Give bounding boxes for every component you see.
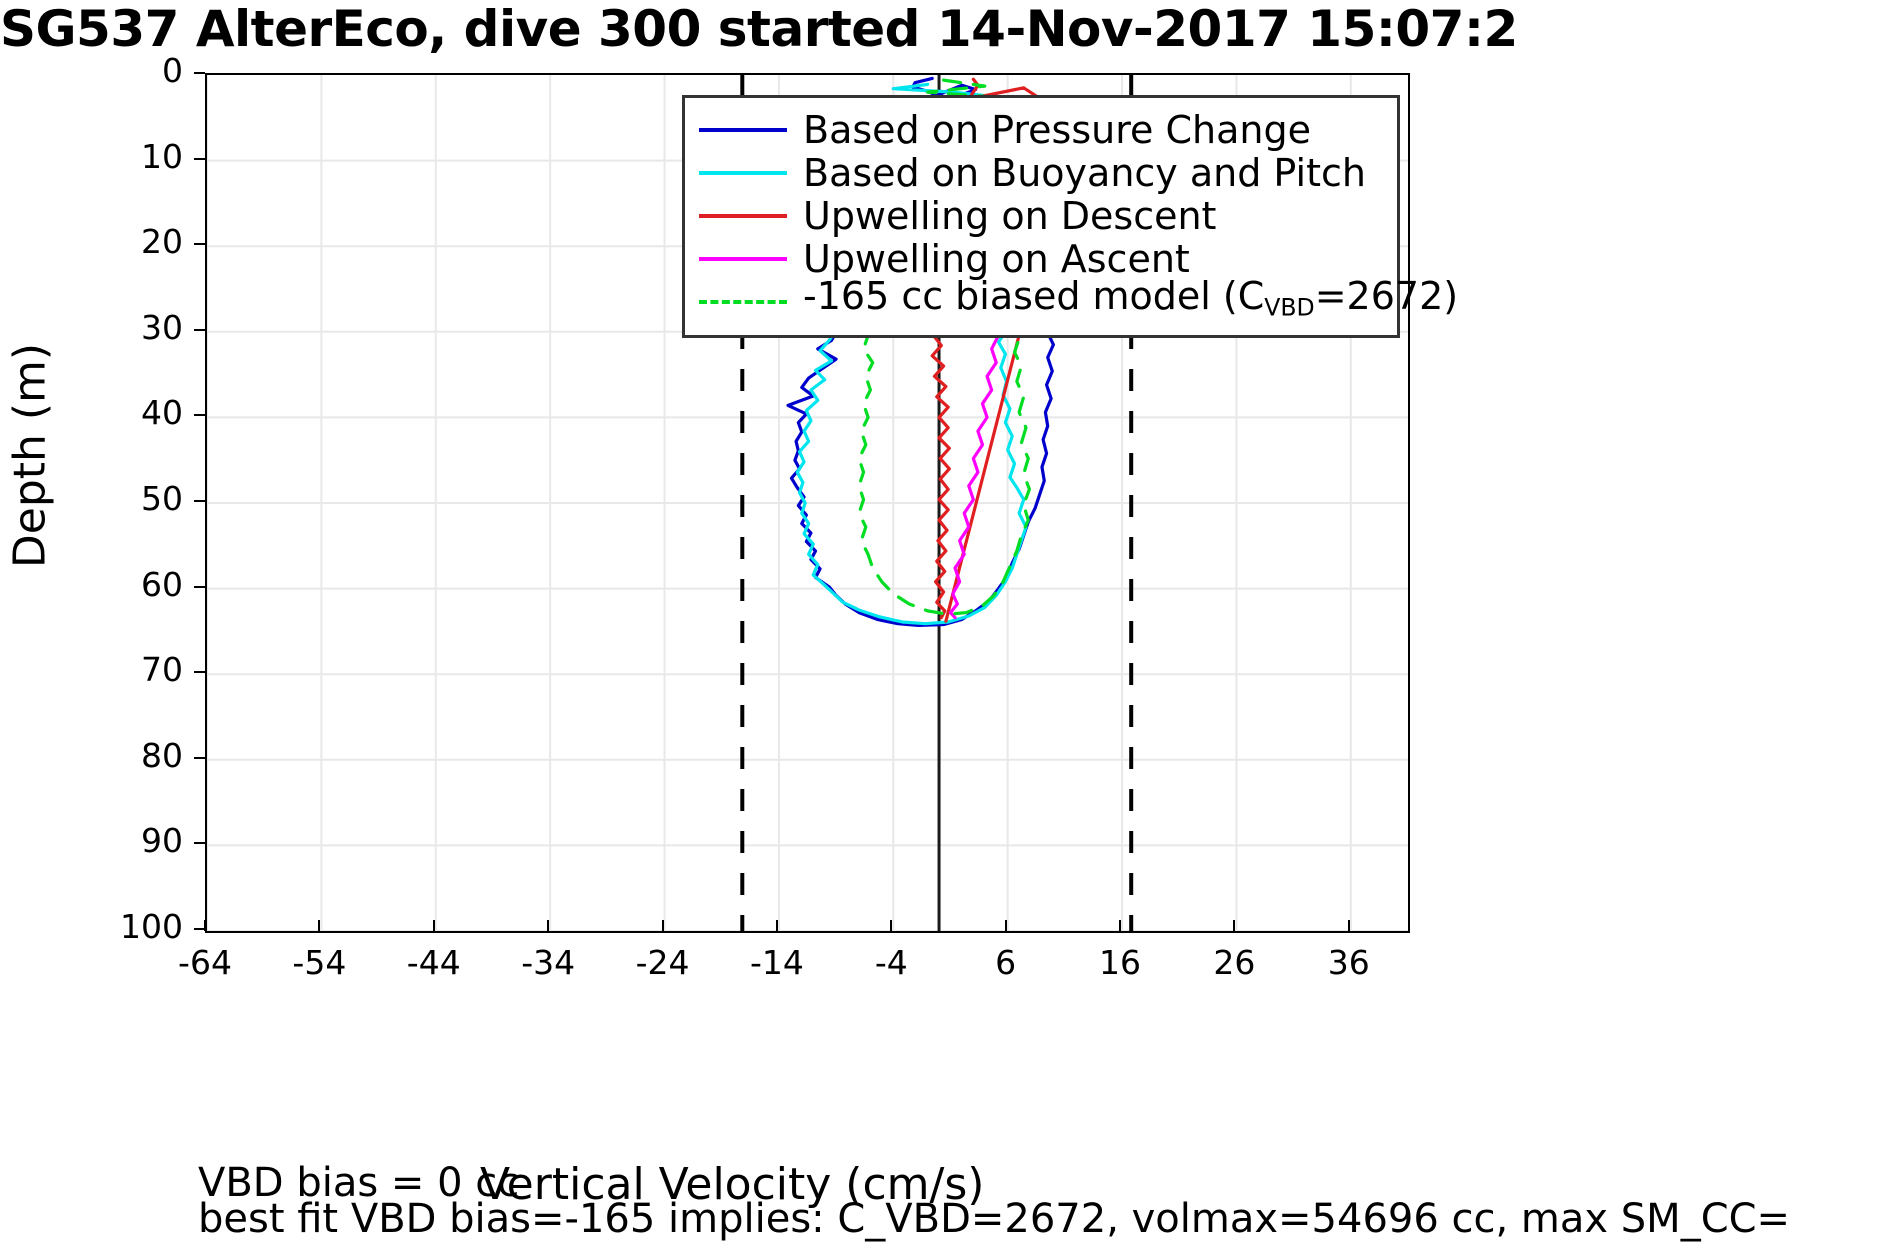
x-tick-mark: [547, 920, 550, 931]
x-tick-mark: [1004, 920, 1007, 931]
x-tick-label: -4: [874, 943, 908, 982]
y-tick-mark: [194, 585, 205, 588]
x-tick-label: -14: [749, 943, 804, 982]
x-tick-label: 6: [995, 943, 1017, 982]
y-tick-mark: [194, 243, 205, 246]
x-tick-mark: [432, 920, 435, 931]
legend-item-3[interactable]: Upwelling on Ascent: [685, 237, 1397, 280]
y-tick-mark: [194, 928, 205, 930]
x-tick-label: -54: [292, 943, 347, 982]
legend-item-1[interactable]: Based on Buoyancy and Pitch: [685, 151, 1397, 194]
legend-item-label: Upwelling on Descent: [803, 193, 1217, 238]
legend-line-swatch: [699, 213, 787, 218]
y-tick-mark: [194, 414, 205, 417]
x-tick-mark: [775, 920, 778, 931]
y-tick-mark: [194, 72, 205, 74]
x-tick-label: -34: [521, 943, 576, 982]
y-tick-label: 80: [141, 735, 183, 775]
legend-item-2[interactable]: Upwelling on Descent: [685, 194, 1397, 237]
y-tick-label: 50: [141, 479, 183, 518]
x-tick-label: 36: [1327, 943, 1370, 982]
y-tick-label: 20: [141, 222, 183, 262]
y-tick-mark: [194, 842, 205, 845]
y-tick-label: 40: [141, 393, 183, 433]
legend-box: Based on Pressure Change Based on Buoyanc…: [682, 95, 1458, 338]
y-tick-mark: [194, 328, 205, 331]
footer-annotation: best fit VBD bias=-165 implies: C_VBD=26…: [198, 1196, 1791, 1242]
page-title: SG537 AlterEco, dive 300 started 14-Nov-…: [0, 0, 1518, 58]
y-tick-label: 0: [162, 51, 183, 90]
y-tick-label: 30: [141, 307, 183, 347]
x-tick-mark: [1119, 920, 1122, 931]
x-tick-mark: [890, 920, 893, 931]
x-tick-mark: [1347, 920, 1350, 931]
x-tick-label: 16: [1099, 943, 1142, 982]
legend-line-swatch: [699, 127, 787, 132]
legend-line-swatch: [699, 256, 787, 261]
legend-item-label: Based on Pressure Change: [803, 107, 1311, 152]
x-tick-mark: [1233, 920, 1236, 931]
legend-item-0[interactable]: Based on Pressure Change: [685, 108, 1397, 151]
x-tick-label: -44: [406, 943, 461, 982]
y-tick-mark: [194, 157, 205, 160]
y-tick-mark: [194, 500, 205, 502]
legend-line-swatch: [699, 170, 787, 175]
y-tick-label: 10: [141, 136, 183, 176]
y-tick-label: 100: [120, 907, 183, 946]
x-axis-label: Vertical Velocity (cm/s): [480, 1159, 985, 1210]
series-line-4: [948, 333, 1001, 620]
y-tick-mark: [194, 756, 205, 759]
legend-item-4[interactable]: -165 cc biased model (CVBD=2672): [685, 275, 1458, 323]
y-tick-label: 90: [141, 821, 183, 861]
x-tick-mark: [318, 920, 321, 931]
legend-subscript: VBD: [1264, 293, 1315, 322]
y-tick-label: 70: [141, 650, 183, 690]
legend-item-label: Based on Buoyancy and Pitch: [803, 150, 1366, 195]
series-line-1: [795, 82, 1028, 626]
y-tick-label: 60: [141, 564, 183, 604]
x-tick-label: -24: [635, 943, 690, 982]
legend-item-label: -165 cc biased model (CVBD=2672): [803, 273, 1459, 322]
x-tick-label: 26: [1213, 943, 1256, 982]
y-axis-label: Depth (m): [4, 342, 56, 569]
legend-line-swatch: [699, 299, 787, 304]
y-tick-mark: [194, 671, 205, 674]
x-tick-mark: [204, 920, 206, 931]
x-tick-label: -64: [178, 943, 232, 982]
x-tick-mark: [661, 920, 664, 931]
legend-item-label: Upwelling on Ascent: [803, 236, 1190, 281]
series-line-5: [857, 78, 1031, 616]
vbd-bias-annotation: VBD bias = 0 cc: [198, 1160, 520, 1206]
